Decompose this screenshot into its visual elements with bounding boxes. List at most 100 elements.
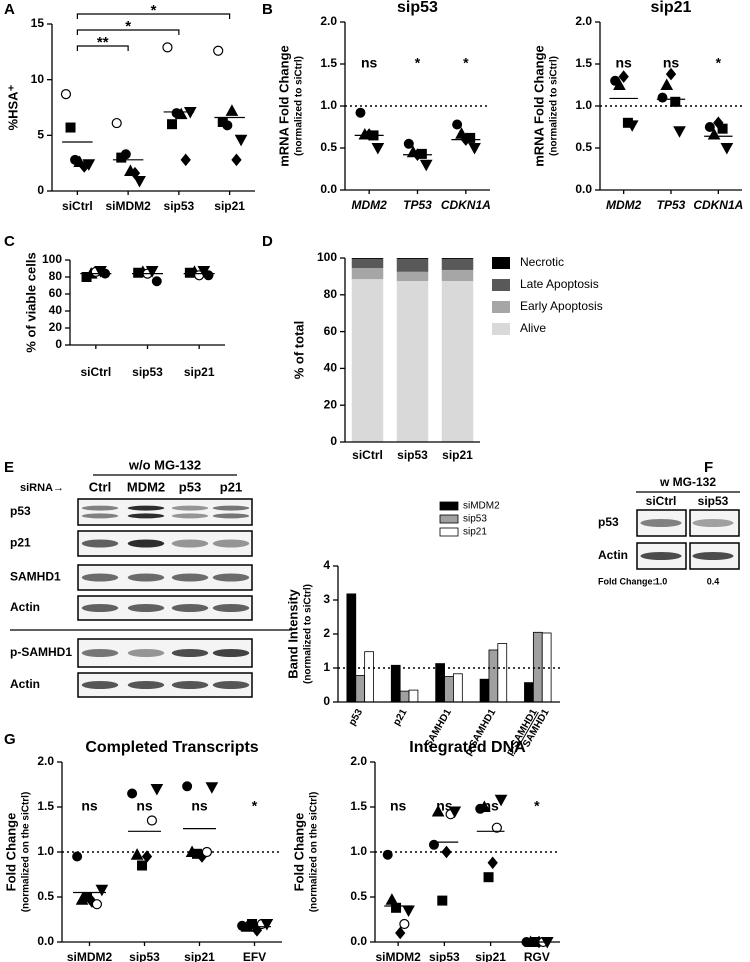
dot — [385, 893, 399, 905]
fold-change-value: 0.4 — [707, 576, 720, 586]
dot — [151, 276, 162, 287]
x-tick-label: sip21 — [184, 365, 215, 379]
x-tick-label: sip53 — [429, 950, 460, 962]
dot — [150, 784, 164, 796]
blot-band — [127, 649, 165, 657]
dot — [448, 806, 462, 819]
dot — [162, 42, 173, 53]
bar-segment — [351, 279, 384, 442]
x-tick-label: siMDM2 — [375, 950, 421, 962]
panel-label: A — [4, 1, 15, 18]
x-tick-label: EFV — [243, 950, 266, 962]
significance: * — [716, 55, 722, 71]
blot-lane: sip53 — [698, 494, 729, 508]
bar — [364, 651, 374, 703]
blot-band — [81, 604, 119, 612]
blot-band — [81, 539, 119, 548]
dot — [137, 860, 148, 871]
bar-segment — [396, 258, 429, 272]
legend-label: sip21 — [463, 527, 487, 538]
blot-band — [171, 539, 209, 548]
x-tick-label: siCtrl — [62, 199, 93, 213]
bar — [435, 663, 445, 703]
dot — [146, 815, 158, 826]
x-tick-label: siCtrl — [80, 365, 111, 379]
legend-label: Alive — [520, 321, 546, 335]
bar — [390, 664, 401, 703]
dot — [180, 153, 191, 167]
significance: ns — [390, 798, 407, 814]
x-tick-label: siCtrl — [352, 448, 383, 462]
y-tick-label: 1.5 — [350, 799, 367, 813]
dot — [704, 122, 715, 132]
significance: ns — [615, 55, 632, 71]
bar — [355, 675, 366, 703]
y-tick-label: 2.0 — [575, 14, 592, 28]
dot — [419, 159, 433, 172]
dot — [205, 782, 219, 794]
y-axis-sublabel: (normalized to siCtrl) — [294, 56, 305, 156]
y-tick-label: 2 — [323, 626, 330, 640]
y-tick-label: 0.5 — [320, 140, 337, 154]
bracket — [76, 45, 129, 51]
x-tick-label: sip53 — [132, 365, 163, 379]
dot — [720, 143, 734, 155]
dot — [625, 120, 639, 132]
blot-band — [81, 505, 119, 511]
dot — [201, 846, 213, 858]
legend-swatch — [492, 257, 510, 269]
bar-segment — [396, 258, 429, 259]
legend-label: sip53 — [463, 514, 487, 525]
blot-band — [127, 604, 165, 612]
y-axis-label: mRNA Fold Change — [531, 45, 546, 167]
y-tick-label: 1.5 — [575, 56, 592, 70]
dot — [491, 822, 502, 833]
significance: * — [534, 798, 540, 814]
fold-change-label: Fold Change: — [598, 576, 656, 586]
bar — [346, 593, 357, 703]
y-tick-label: 80 — [49, 269, 63, 283]
dot — [437, 895, 448, 906]
y-tick-label: 0 — [37, 183, 44, 197]
y-tick-label: 10 — [31, 72, 45, 86]
blot-band — [81, 681, 119, 689]
bar — [453, 673, 463, 703]
dot — [120, 149, 131, 160]
legend-swatch — [492, 279, 510, 291]
dot — [431, 804, 445, 817]
panel-label: B — [262, 1, 273, 18]
dot — [670, 96, 681, 107]
dot — [72, 851, 83, 862]
y-tick-label: 0 — [323, 694, 330, 708]
blot-band — [692, 519, 734, 527]
y-tick-label: 1.0 — [350, 844, 367, 858]
blot-band — [171, 573, 209, 582]
dot — [203, 270, 214, 281]
y-tick-label: 1.0 — [320, 98, 337, 112]
dot — [130, 848, 144, 860]
dot — [399, 918, 410, 930]
dot — [127, 788, 138, 799]
y-tick-label: 100 — [317, 250, 337, 264]
significance: * — [415, 55, 421, 71]
dot — [395, 926, 406, 940]
significance: * — [151, 2, 157, 19]
y-tick-label: 20 — [324, 397, 338, 411]
blot-band — [127, 513, 165, 519]
y-tick-label: 2.0 — [350, 754, 367, 768]
blot-band — [127, 573, 165, 582]
y-axis-sublabel: (normalized to siCtrl) — [549, 56, 560, 156]
y-tick-label: 0.5 — [575, 140, 592, 154]
blot-band — [212, 513, 250, 519]
dot — [403, 138, 414, 149]
blot-row-label: p53 — [10, 504, 31, 518]
dot — [95, 884, 109, 897]
bar — [524, 682, 534, 703]
y-tick-label: 1.0 — [37, 844, 54, 858]
dot — [657, 92, 668, 103]
y-axis-sublabel: (normalized on the siCtrl) — [21, 792, 32, 913]
legend-swatch — [439, 527, 459, 537]
bar — [399, 690, 410, 703]
chart-title: sip53 — [397, 0, 438, 16]
